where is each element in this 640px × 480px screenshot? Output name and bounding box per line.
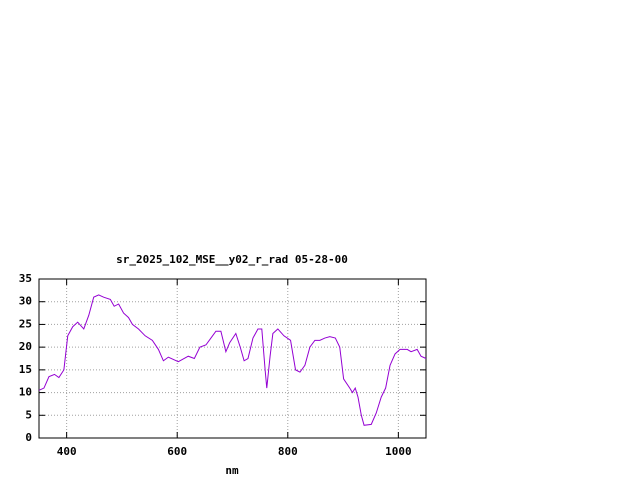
y-tick-label: 5 bbox=[25, 408, 32, 421]
x-tick-label: 600 bbox=[167, 445, 187, 458]
y-tick-label: 15 bbox=[19, 363, 32, 376]
y-tick-label: 10 bbox=[19, 386, 32, 399]
y-tick-label: 30 bbox=[19, 295, 32, 308]
data-line bbox=[38, 294, 427, 426]
y-tick-label: 20 bbox=[19, 340, 32, 353]
x-tick-label: 800 bbox=[278, 445, 298, 458]
x-tick-label: 1000 bbox=[385, 445, 412, 458]
y-tick-label: 35 bbox=[19, 272, 32, 285]
y-tick-label: 0 bbox=[25, 431, 32, 444]
x-tick-label: 400 bbox=[57, 445, 77, 458]
y-tick-label: 25 bbox=[19, 317, 32, 330]
chart-title: sr_2025_102_MSE__y02_r_rad 05-28-00 bbox=[116, 253, 348, 266]
x-axis-label: nm bbox=[225, 464, 239, 477]
